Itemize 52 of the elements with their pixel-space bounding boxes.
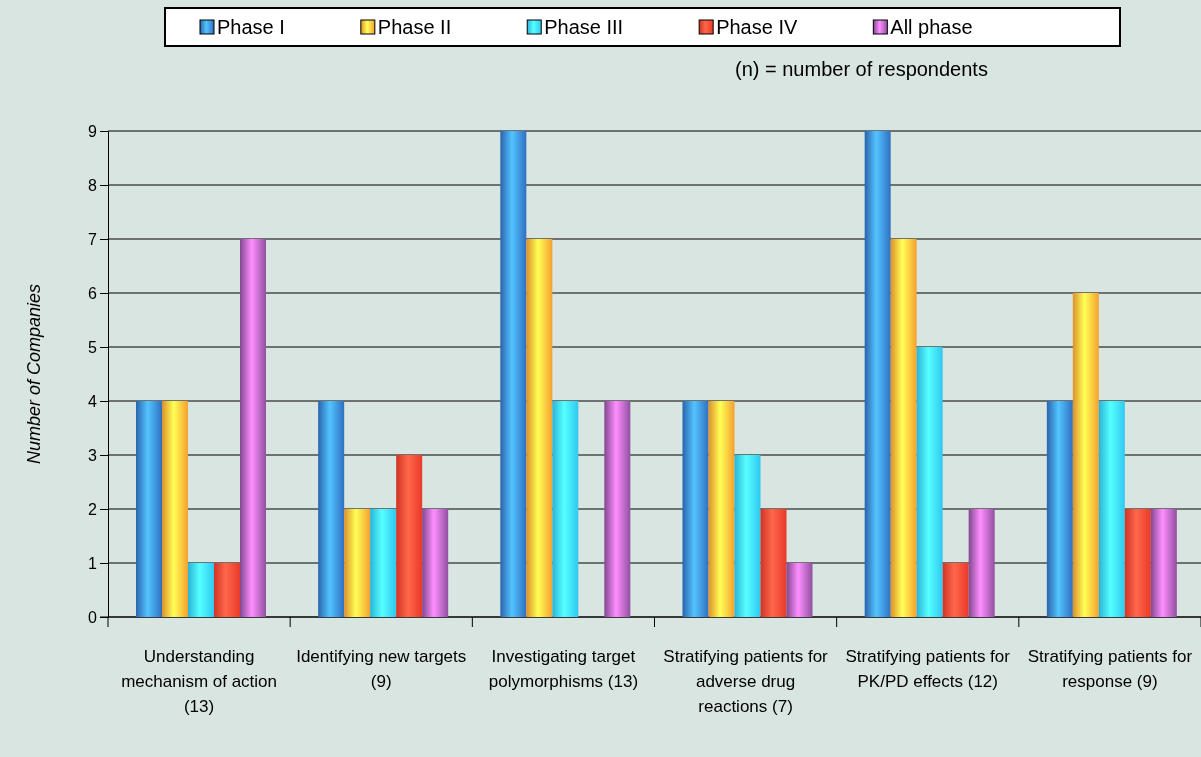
bar (1150, 509, 1177, 617)
text: (n) = number of respondents (735, 58, 988, 80)
bar (760, 509, 787, 617)
bar (942, 563, 969, 617)
x-tick-label: Identifying new targets (9) (296, 647, 467, 691)
bar (344, 509, 371, 617)
bar (916, 347, 943, 617)
bar (890, 239, 917, 617)
y-axis-title: Number of Companies (24, 283, 44, 465)
x-tick-label: Understanding mechanism of action (13) (121, 647, 278, 716)
bar (552, 401, 579, 617)
legend-label: Phase IV (716, 16, 798, 38)
y-tick-label: 6 (88, 284, 98, 302)
y-tick-label: 8 (88, 176, 98, 194)
bar (422, 509, 449, 617)
y-tick-label: 5 (88, 338, 98, 356)
y-tick-label: 2 (88, 500, 98, 518)
y-tick-label: 0 (88, 608, 98, 626)
bar (604, 401, 631, 617)
y-tick-label: 1 (88, 554, 98, 572)
bar (240, 239, 266, 617)
bar (1046, 401, 1073, 617)
x-tick-label: Stratifying patients for PK/PD effects (12) (845, 647, 1011, 691)
bar (136, 401, 162, 617)
legend-label: All phase (890, 16, 973, 38)
bar (526, 239, 553, 617)
bar (1072, 293, 1099, 617)
bar (396, 455, 423, 617)
y-tick-label: 9 (88, 122, 98, 140)
bar (786, 563, 813, 617)
bar (968, 509, 995, 617)
bar (734, 455, 761, 617)
bar (682, 401, 709, 617)
bar (1124, 509, 1151, 617)
y-tick-label: 3 (88, 446, 98, 464)
bar (214, 563, 240, 617)
bar (1098, 401, 1125, 617)
bar (708, 401, 735, 617)
y-tick-label: 4 (88, 392, 98, 410)
bar (500, 131, 527, 617)
x-tick-label: Investigating target polymorphisms (13) (488, 647, 639, 691)
x-tick-label: Stratifying patients for response (9) (1027, 647, 1193, 691)
legend-label: Phase II (377, 16, 452, 38)
bar (162, 401, 188, 617)
x-tick-label: Stratifying patients for adverse drug reactions (7) (663, 647, 829, 716)
bar (864, 131, 891, 617)
bar (188, 563, 214, 617)
legend-label: Phase III (544, 16, 624, 38)
y-tick-label: 7 (88, 230, 98, 248)
bar (318, 401, 345, 617)
legend-label: Phase I (217, 16, 285, 38)
bar (370, 509, 397, 617)
